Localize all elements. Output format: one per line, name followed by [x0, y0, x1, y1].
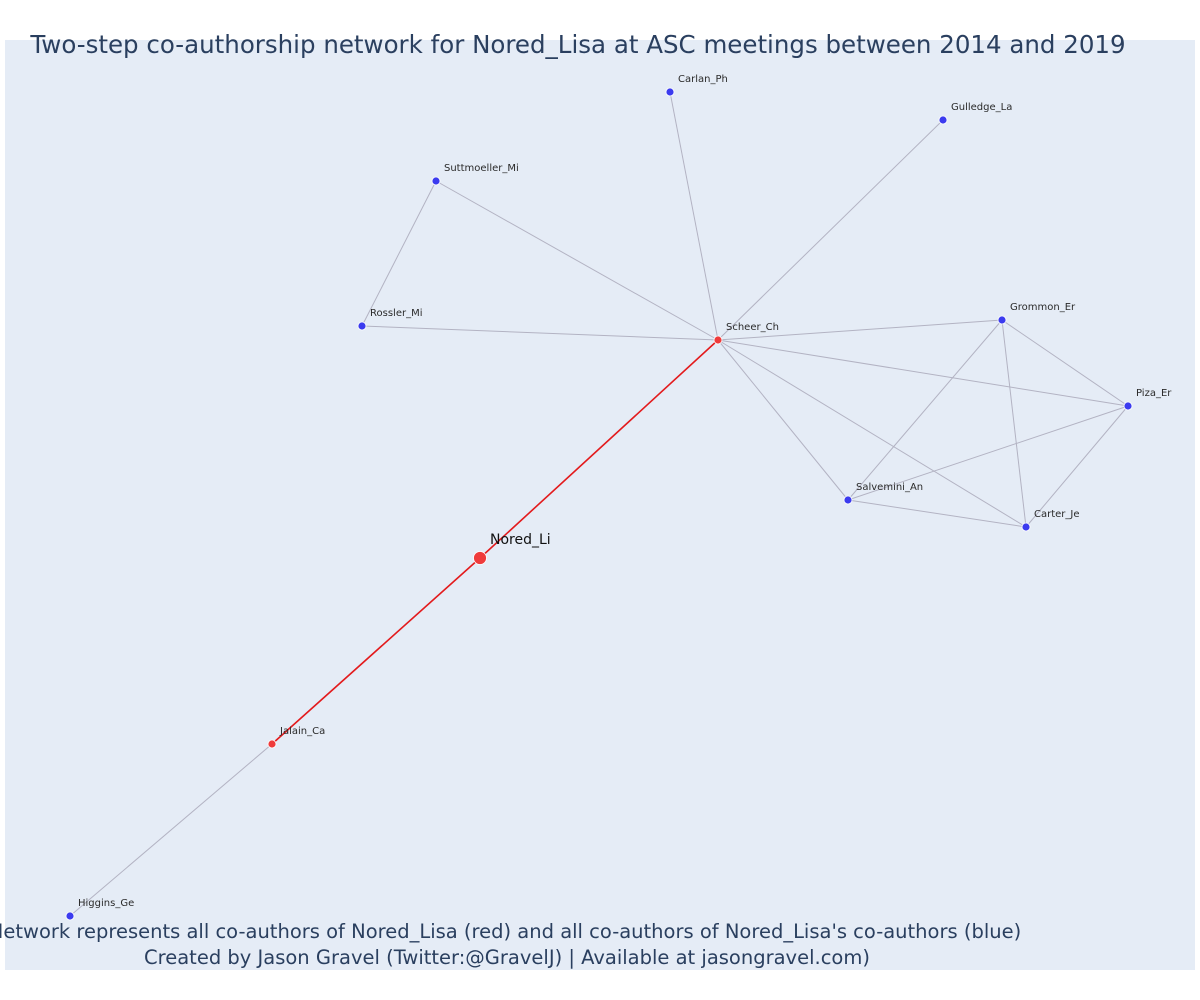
labels-layer: Nored_Li Scheer_Ch Jalain_Ca Carlan_Ph Gulle…: [78, 74, 1172, 909]
edge-Scheer_Ch-Piza_Er: [717, 339, 1129, 407]
node-Piza_Er[interactable]: [1123, 401, 1133, 411]
node-Salvemini_An[interactable]: [843, 495, 853, 505]
caption-line-2: Created by Jason Gravel (Twitter:@Gravel…: [144, 946, 870, 969]
edge-Scheer_Ch-Carter_Je: [717, 339, 1027, 528]
edge-Jalain_Ca-Higgins_Ge: [69, 743, 273, 917]
caption-line-1: Network represents all co-authors of Nor…: [0, 920, 1021, 943]
node-label-Gulledge_La: Gulledge_La: [951, 102, 1012, 113]
edge-Scheer_Ch-Grommon_Er: [717, 319, 1003, 341]
edges-layer: [69, 91, 1129, 917]
node-Grommon_Er[interactable]: [997, 315, 1007, 325]
edge-Scheer_Ch-Rossler_Mi: [361, 325, 719, 341]
edge-Grommon_Er-Piza_Er: [1001, 319, 1129, 407]
edge-Scheer_Ch-Salvemini_An: [717, 339, 849, 501]
edge-Piza_Er-Salvemini_An: [847, 405, 1129, 501]
node-Carlan_Ph[interactable]: [665, 87, 675, 97]
node-label-Jalain_Ca: Jalain_Ca: [279, 726, 325, 737]
edge-Nored_Li-Jalain_Ca: [271, 557, 481, 745]
node-Scheer_Ch[interactable]: [713, 335, 723, 345]
node-label-Salvemini_An: Salvemini_An: [856, 482, 923, 493]
edge-Nored_Li-Scheer_Ch: [479, 339, 719, 559]
edge-Scheer_Ch-Suttmoeller_Mi: [435, 180, 719, 341]
node-label-Grommon_Er: Grommon_Er: [1010, 302, 1076, 313]
node-label-Scheer_Ch: Scheer_Ch: [726, 322, 779, 333]
node-Suttmoeller_Mi[interactable]: [431, 176, 441, 186]
edge-Salvemini_An-Carter_Je: [847, 499, 1027, 528]
node-Higgins_Ge[interactable]: [65, 911, 75, 921]
node-label-Higgins_Ge: Higgins_Ge: [78, 898, 134, 909]
node-label-Piza_Er: Piza_Er: [1136, 388, 1172, 399]
node-label-Carter_Je: Carter_Je: [1034, 509, 1080, 520]
plot-background: [5, 40, 1195, 970]
node-label-Suttmoeller_Mi: Suttmoeller_Mi: [444, 163, 519, 174]
node-Gulledge_La[interactable]: [938, 115, 948, 125]
node-Nored_Li[interactable]: [473, 551, 487, 565]
chart-title: Two-step co-authorship network for Nored…: [29, 30, 1125, 59]
edge-Suttmoeller_Mi-Rossler_Mi: [361, 180, 437, 327]
node-Rossler_Mi[interactable]: [357, 321, 367, 331]
edge-Grommon_Er-Salvemini_An: [847, 319, 1003, 501]
edge-Scheer_Ch-Carlan_Ph: [669, 91, 719, 341]
node-Jalain_Ca[interactable]: [267, 739, 277, 749]
edge-Piza_Er-Carter_Je: [1025, 405, 1129, 528]
node-label-Carlan_Ph: Carlan_Ph: [678, 74, 728, 85]
node-label-Nored_Li: Nored_Li: [490, 532, 551, 548]
node-label-Rossler_Mi: Rossler_Mi: [370, 308, 423, 319]
nodes-layer: [65, 87, 1133, 921]
node-Carter_Je[interactable]: [1021, 522, 1031, 532]
edge-Scheer_Ch-Gulledge_La: [717, 119, 944, 341]
edge-Grommon_Er-Carter_Je: [1001, 319, 1027, 528]
